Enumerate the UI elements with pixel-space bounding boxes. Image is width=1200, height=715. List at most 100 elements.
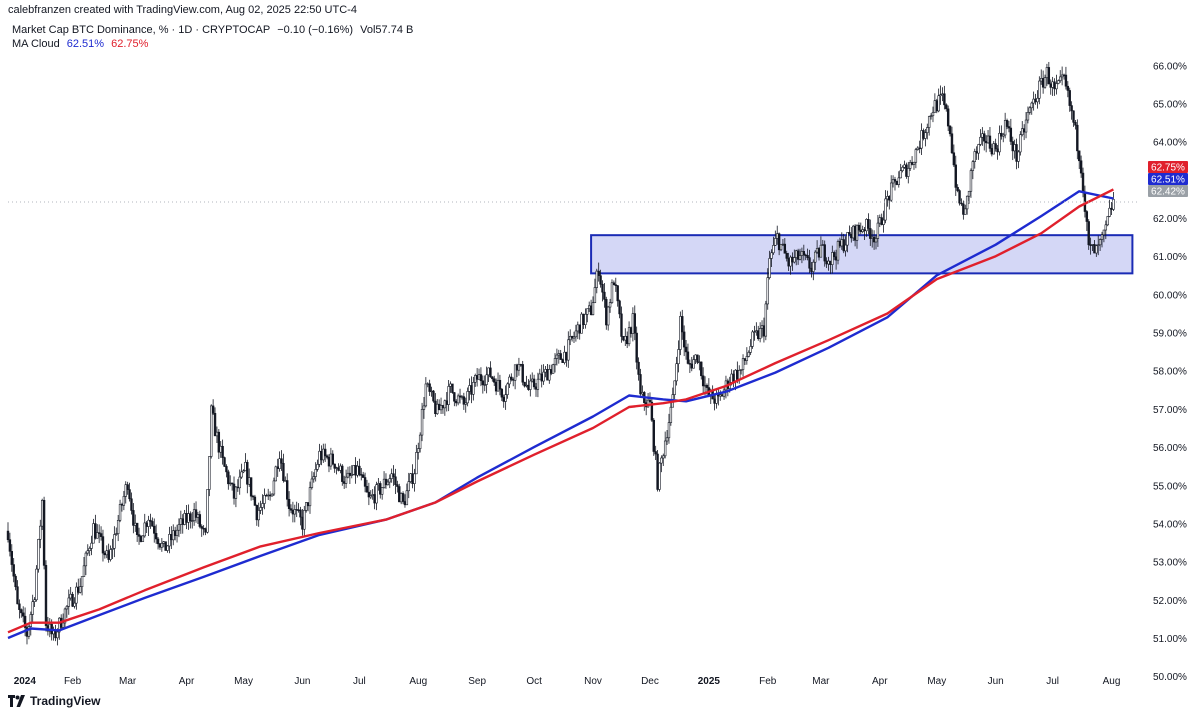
candle-body (870, 236, 874, 239)
y-tick-label: 54.00% (1153, 519, 1187, 530)
candle-body (333, 463, 336, 469)
candle-body (229, 482, 232, 485)
candle-body (390, 473, 393, 479)
candle-body (667, 422, 671, 439)
support-zone[interactable] (590, 234, 1134, 275)
candle-body (1072, 110, 1075, 123)
candle-body (587, 305, 591, 310)
candle-body (855, 224, 859, 241)
indicator-legend[interactable]: MA Cloud 62.51% 62.75% (12, 38, 152, 50)
candle-body (360, 474, 363, 476)
candle-body (1030, 102, 1033, 109)
price-chart[interactable]: 66.00%65.00%64.00%63.00%62.00%61.00%60.0… (0, 0, 1200, 690)
candle-body (363, 477, 367, 487)
candle-body (122, 496, 126, 506)
candle-body (194, 509, 198, 518)
candle-body (487, 367, 490, 376)
candle-body (924, 132, 927, 139)
candle-body (249, 477, 253, 497)
candle-body (682, 331, 686, 348)
candle-body (907, 168, 910, 177)
x-tick-label: 2025 (698, 676, 721, 687)
candle-body (736, 369, 739, 380)
symbol-legend[interactable]: Market Cap BTC Dominance, % · 1D · CRYPT… (12, 24, 417, 36)
candle-body (914, 149, 918, 163)
candle-body (206, 489, 209, 533)
candle-body (882, 219, 885, 225)
candle-body (314, 469, 317, 477)
candle-body (477, 374, 481, 380)
candle-body (147, 519, 150, 527)
candle-body (620, 313, 623, 337)
candle-body (945, 104, 948, 110)
candle-body (1074, 122, 1077, 126)
candle-body (686, 351, 690, 364)
y-tick-label: 52.00% (1153, 596, 1187, 607)
candle-body (18, 603, 21, 610)
candle-body (84, 552, 88, 567)
candle-body (572, 336, 576, 339)
candle-body (901, 167, 904, 171)
candle-body (502, 396, 505, 402)
candle-body (941, 93, 944, 95)
candle-body (458, 395, 462, 398)
candle-body (369, 495, 372, 498)
candle-body (519, 364, 523, 366)
tradingview-logo-icon (8, 695, 25, 707)
candle-body (339, 465, 342, 471)
candle-body (1043, 77, 1047, 88)
candle-body (889, 182, 893, 201)
candle-body (654, 451, 657, 455)
candle-body (428, 383, 431, 392)
candle-body (745, 356, 749, 361)
candle-body (242, 470, 245, 473)
candle-body (738, 370, 741, 380)
candle-body (532, 378, 536, 388)
candle-body (382, 478, 386, 489)
candle-body (783, 243, 787, 254)
indicator-name: MA Cloud (12, 38, 60, 50)
candle-body (320, 450, 323, 461)
x-tick-label: Feb (64, 676, 82, 687)
candle-body (1100, 234, 1104, 240)
candle-body (94, 523, 97, 539)
candle-body (690, 363, 693, 369)
candle-body (379, 483, 382, 495)
price-label-text: 62.75% (1151, 163, 1185, 174)
candle-body (673, 380, 676, 395)
candle-body (840, 239, 844, 247)
candle-body (948, 125, 952, 135)
candle-body (806, 255, 809, 258)
candle-body (12, 564, 15, 577)
candle-body (553, 358, 557, 366)
candle-body (846, 232, 849, 246)
candle-body (933, 100, 937, 113)
candle-body (396, 484, 399, 487)
candle-body (589, 305, 593, 315)
y-tick-label: 58.00% (1153, 367, 1187, 378)
candle-body (160, 543, 164, 548)
candle-body (679, 316, 682, 350)
candle-body (498, 379, 502, 390)
candle-body (115, 533, 118, 535)
candle-body (208, 456, 211, 490)
candle-body (153, 525, 156, 534)
candle-body (388, 478, 391, 483)
candle-body (107, 550, 110, 560)
candle-body (570, 336, 574, 339)
x-tick-label: Feb (759, 676, 777, 687)
candle-body (512, 379, 515, 381)
candle-body (527, 384, 530, 390)
candle-body (272, 480, 276, 495)
candle-body (540, 373, 543, 382)
y-tick-label: 56.00% (1153, 443, 1187, 454)
candle-body (838, 241, 842, 247)
candle-body (1089, 244, 1092, 246)
candle-body (215, 431, 219, 437)
y-tick-label: 61.00% (1153, 252, 1187, 263)
candle-body (815, 248, 819, 253)
candle-body (210, 405, 213, 457)
candle-body (983, 133, 986, 142)
candle-body (810, 267, 813, 272)
tradingview-brand[interactable]: TradingView (8, 693, 100, 709)
